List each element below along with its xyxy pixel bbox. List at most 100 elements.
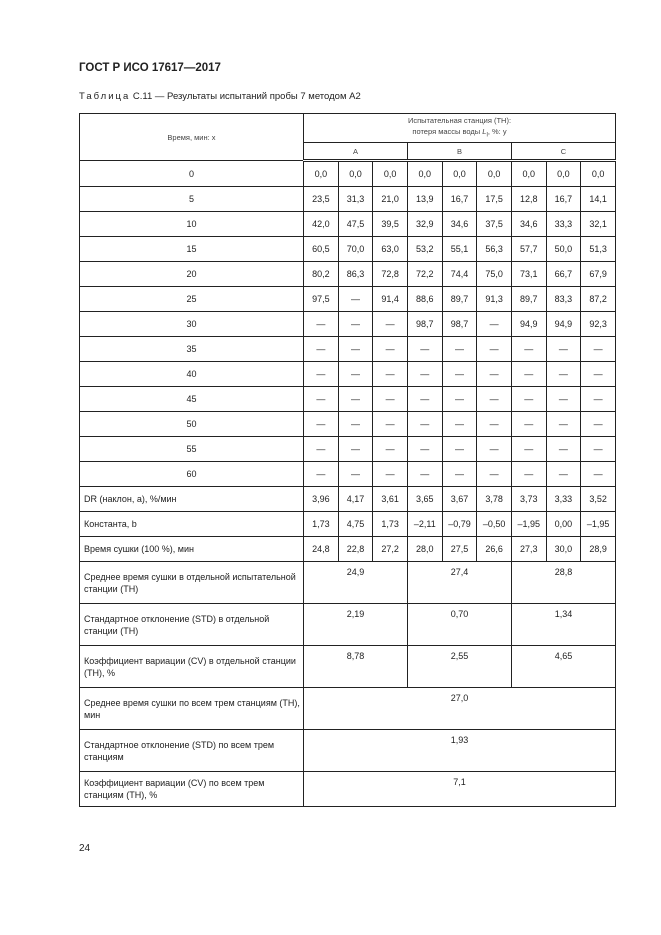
value-cell: — xyxy=(510,386,547,412)
value-cell: — xyxy=(580,336,616,362)
value-cell: 1,73 xyxy=(303,511,339,537)
value-cell: 86,3 xyxy=(337,261,374,287)
value-cell: 28,0 xyxy=(406,536,443,562)
value-cell: 74,4 xyxy=(441,261,478,287)
value-cell: 39,5 xyxy=(372,211,408,237)
value-cell: 60,5 xyxy=(303,236,339,262)
value-cell: 80,2 xyxy=(303,261,339,287)
value-cell: — xyxy=(580,361,616,387)
table-row: 20 80,2 86,3 72,8 72,2 74,4 75,0 73,1 66,7 67,9 xyxy=(79,261,616,287)
time-cell: 50 xyxy=(79,411,304,437)
value-cell: –2,11 xyxy=(406,511,443,537)
document-title: ГОСТ Р ИСО 17617—2017 xyxy=(79,62,221,74)
value-cell: 34,6 xyxy=(510,211,547,237)
row-label: Стандартное отклонение (STD) по всем тре… xyxy=(79,729,304,772)
value-cell: 0,70 xyxy=(406,603,512,646)
value-cell: — xyxy=(372,436,408,462)
value-cell: 2,55 xyxy=(406,645,512,688)
value-cell: 27,5 xyxy=(441,536,478,562)
group-header-line1: Испытательная станция (ТН): xyxy=(407,116,512,126)
value-cell: 1,34 xyxy=(510,603,617,646)
value-cell: 94,9 xyxy=(510,311,547,337)
time-cell: 55 xyxy=(79,436,304,462)
value-cell: — xyxy=(303,361,339,387)
value-cell: — xyxy=(303,386,339,412)
time-cell: 5 xyxy=(79,186,304,212)
value-cell: 3,73 xyxy=(510,486,547,512)
row-label: Среднее время сушки по всем трем станция… xyxy=(79,687,304,730)
value-cell: 3,96 xyxy=(303,486,339,512)
value-cell: 73,1 xyxy=(510,261,547,287)
value-cell: — xyxy=(337,386,374,412)
value-cell: 3,61 xyxy=(372,486,408,512)
value-cell: — xyxy=(406,361,443,387)
value-cell: 23,5 xyxy=(303,186,339,212)
value-cell: — xyxy=(372,386,408,412)
value-cell: — xyxy=(372,336,408,362)
value-cell: 87,2 xyxy=(580,286,616,312)
value-cell: 91,3 xyxy=(476,286,512,312)
value-cell: 2,19 xyxy=(303,603,408,646)
table-row: 15 60,5 70,0 63,0 53,2 55,1 56,3 57,7 50,0 51,3 xyxy=(79,236,616,262)
table-row: 60— — — — — — — — — xyxy=(79,461,616,487)
table-caption: Таблица С.11 — Результаты испытаний проб… xyxy=(79,91,361,102)
value-cell: 33,3 xyxy=(545,211,582,237)
value-cell: 88,6 xyxy=(406,286,443,312)
value-cell: — xyxy=(406,386,443,412)
overall-summary-row: Стандартное отклонение (STD) по всем тре… xyxy=(79,729,616,772)
value-cell: — xyxy=(545,461,582,487)
value-cell: — xyxy=(510,361,547,387)
caption-prefix: Таблица xyxy=(79,91,131,102)
station-summary-row: Коэффициент вариации (CV) в отдельной ст… xyxy=(79,645,617,688)
value-cell: — xyxy=(580,411,616,437)
value-cell: — xyxy=(406,436,443,462)
overall-summary-row: Среднее время сушки по всем трем станция… xyxy=(79,687,616,730)
value-cell: — xyxy=(510,436,547,462)
value-cell: 4,65 xyxy=(510,645,617,688)
value-cell: 24,9 xyxy=(303,561,408,604)
value-cell: — xyxy=(303,436,339,462)
value-cell: 98,7 xyxy=(441,311,478,337)
value-cell: — xyxy=(303,461,339,487)
value-cell: 3,65 xyxy=(406,486,443,512)
value-cell: — xyxy=(545,336,582,362)
value-cell: — xyxy=(510,411,547,437)
value-cell: — xyxy=(372,361,408,387)
symbol-sub: l xyxy=(486,131,488,139)
value-cell: 94,9 xyxy=(545,311,582,337)
row-label: DR (наклон, a), %/мин xyxy=(79,486,304,512)
value-cell: 51,3 xyxy=(580,236,616,262)
value-cell: 3,52 xyxy=(580,486,616,512)
value-cell: — xyxy=(510,461,547,487)
station-summary-row: Стандартное отклонение (STD) в отдельной… xyxy=(79,603,617,646)
value-cell: — xyxy=(441,436,478,462)
value-cell: 28,9 xyxy=(580,536,616,562)
station-summary-row: Среднее время сушки в отдельной испытате… xyxy=(79,561,617,604)
row-label: Время сушки (100 %), мин xyxy=(79,536,304,562)
value-cell: — xyxy=(406,336,443,362)
table-row: 40— — — — — — — — — xyxy=(79,361,616,387)
value-cell: 27,4 xyxy=(406,561,512,604)
value-cell: 57,7 xyxy=(510,236,547,262)
caption-text: С.11 — Результаты испытаний пробы 7 мето… xyxy=(130,91,361,102)
value-cell: — xyxy=(303,311,339,337)
table-row: 45— — — — — — — — — xyxy=(79,386,616,412)
value-cell: 8,78 xyxy=(303,645,408,688)
value-cell: 75,0 xyxy=(476,261,512,287)
value-cell: 72,2 xyxy=(406,261,443,287)
value-cell: 0,0 xyxy=(372,160,408,187)
value-cell: — xyxy=(337,286,374,312)
value-cell: — xyxy=(372,311,408,337)
value-cell: 55,1 xyxy=(441,236,478,262)
station-c-header: C xyxy=(510,142,617,162)
value-cell: 0,00 xyxy=(545,511,582,537)
value-cell: 32,1 xyxy=(580,211,616,237)
value-cell: — xyxy=(476,311,512,337)
value-cell: — xyxy=(580,436,616,462)
value-cell: 98,7 xyxy=(406,311,443,337)
table-row: 0 0,0 0,0 0,0 0,0 0,0 0,0 0,0 0,0 0,0 xyxy=(79,160,616,187)
value-cell: — xyxy=(476,386,512,412)
table-row: 5 23,5 31,3 21,0 13,9 16,7 17,5 12,8 16,7 14,1 xyxy=(79,186,616,212)
value-cell: 1,93 xyxy=(303,729,616,772)
value-cell: 72,8 xyxy=(372,261,408,287)
